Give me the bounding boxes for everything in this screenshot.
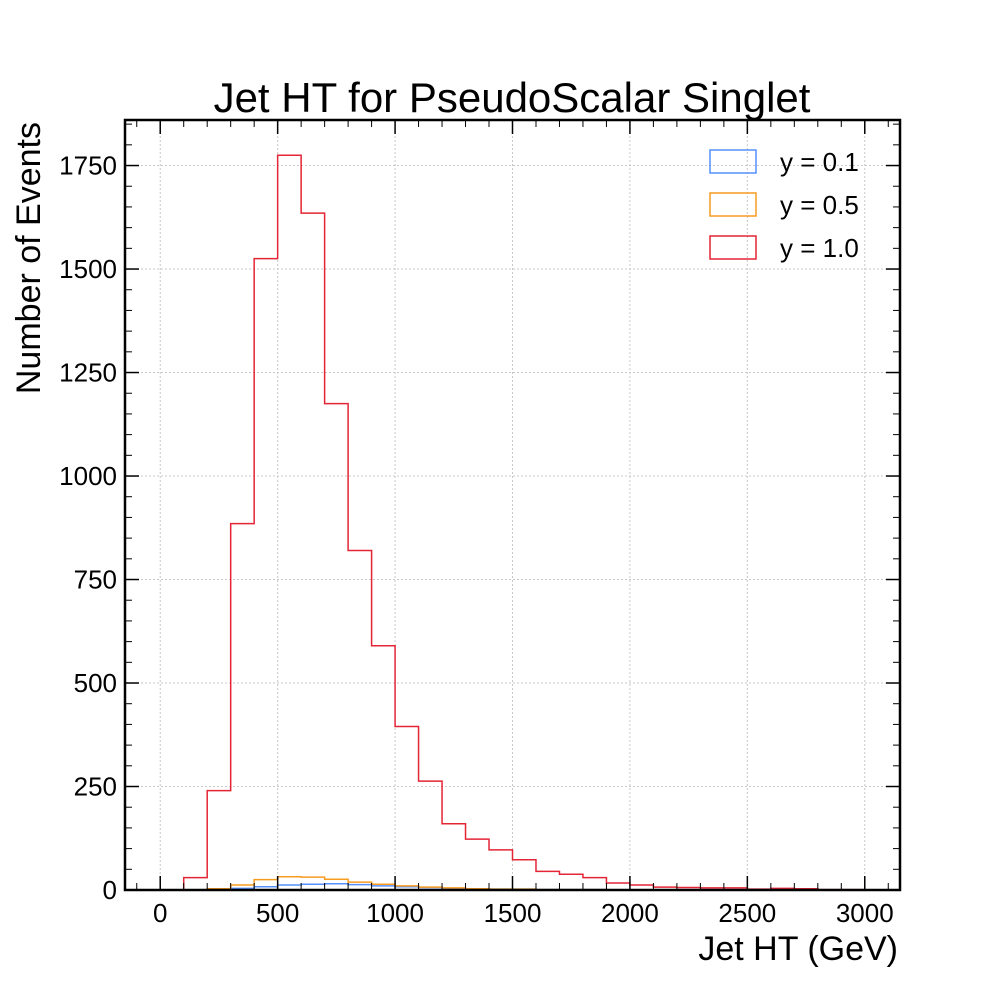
legend-swatch [709,235,757,260]
x-tick-label: 0 [153,898,167,928]
y-tick-label: 1000 [59,461,117,491]
y-axis-label: Number of Events [10,122,48,394]
x-axis-label: Jet HT (GeV) [698,930,898,968]
y-tick-label: 750 [74,565,117,595]
chart-title: Jet HT for PseudoScalar Singlet [214,74,811,121]
y-tick-label: 1250 [59,358,117,388]
legend-label: y = 0.1 [780,147,859,177]
legend-swatch [709,192,757,217]
x-tick-label: 1500 [484,898,542,928]
x-tick-label: 1000 [366,898,424,928]
y-tick-label: 250 [74,772,117,802]
y-tick-label: 1500 [59,254,117,284]
legend-swatch [709,149,757,174]
y-tick-label: 500 [74,668,117,698]
x-tick-label: 2500 [718,898,776,928]
x-tick-label: 3000 [836,898,894,928]
y-tick-label: 1750 [59,151,117,181]
x-tick-label: 500 [256,898,299,928]
legend-label: y = 0.5 [780,190,859,220]
x-tick-label: 2000 [601,898,659,928]
legend-label: y = 1.0 [780,233,859,263]
plot-frame [123,118,902,892]
tick-labels: 0 500 1000 1500 2000 2500 3000 0 250 500 750 1000 12… [59,151,894,928]
legend: y = 0.1 y = 0.5 y = 1.0 [709,147,859,263]
y-tick-label: 0 [103,875,117,905]
